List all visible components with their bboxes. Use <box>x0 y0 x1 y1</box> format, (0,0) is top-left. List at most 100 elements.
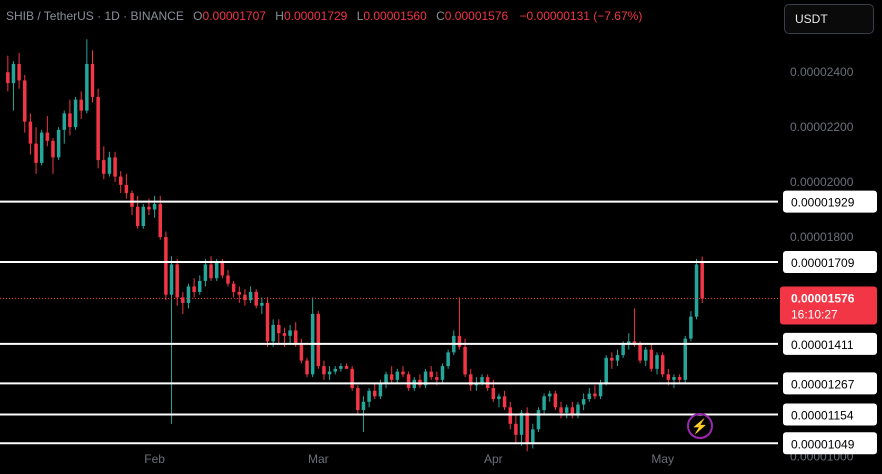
candle <box>350 366 354 391</box>
candle-body <box>192 286 196 292</box>
candle-body <box>96 96 100 161</box>
candle <box>672 374 676 389</box>
candle-body <box>254 291 258 306</box>
candle <box>570 401 575 419</box>
candle <box>68 99 72 136</box>
level-price-label: 0.00001267 <box>791 377 855 391</box>
candle-body <box>700 262 704 299</box>
candle-body <box>536 410 541 430</box>
candle-body <box>277 324 281 334</box>
candle-body <box>632 341 637 345</box>
candle <box>45 116 50 147</box>
candle-body <box>237 291 242 295</box>
candle-body <box>271 324 275 342</box>
candle <box>531 423 535 449</box>
high-label: H <box>275 9 284 23</box>
level-price-tag <box>783 332 877 355</box>
candle-body <box>649 349 654 369</box>
candle <box>553 390 558 411</box>
candle-body <box>68 113 72 128</box>
candle-body <box>23 80 27 122</box>
candle <box>689 311 693 342</box>
candle-body <box>288 330 292 336</box>
candle <box>62 110 67 144</box>
candle-body <box>497 396 501 400</box>
candle-body <box>333 368 337 372</box>
candle <box>542 393 546 416</box>
candle <box>28 113 33 155</box>
candle-body <box>56 129 61 158</box>
candle <box>277 319 281 345</box>
candle <box>502 390 507 411</box>
level-line[interactable]: 0.00001411 <box>0 332 877 355</box>
candle-body <box>384 374 388 383</box>
candle-body <box>559 407 563 413</box>
candle <box>508 401 512 430</box>
ohlc-header: SHIB / TetherUS · 1D · BINANCE O0.000017… <box>6 9 642 23</box>
candle-body <box>576 404 580 416</box>
level-price-label: 0.00001411 <box>791 338 854 352</box>
bar-countdown-label: 16:10:27 <box>791 308 838 322</box>
change-value: −0.00000131 (−7.67%) <box>519 9 643 23</box>
candle <box>152 195 157 218</box>
candle-body <box>683 338 687 380</box>
candle <box>39 129 44 166</box>
level-price-label: 0.00001929 <box>791 196 855 210</box>
level-line[interactable]: 0.00001929 <box>0 190 877 213</box>
currency-button[interactable]: USDT <box>784 4 874 34</box>
candle-body <box>593 393 597 397</box>
candle-body <box>344 366 349 369</box>
level-line[interactable]: 0.00001154 <box>0 403 877 426</box>
candle-body <box>350 368 354 389</box>
candle-body <box>598 382 603 397</box>
candle-body <box>214 261 219 279</box>
x-tick-label: Apr <box>484 452 503 466</box>
y-tick-label: 0.00001800 <box>790 230 854 244</box>
candle <box>107 151 112 177</box>
candle-body <box>457 335 462 347</box>
candle <box>677 374 682 383</box>
lightning-icon[interactable]: ⚡ <box>687 413 713 439</box>
candle-body <box>660 355 665 375</box>
candle-body <box>322 366 326 375</box>
candle <box>293 322 298 347</box>
candle-body <box>293 330 298 345</box>
candle <box>102 146 106 180</box>
level-line[interactable]: 0.00001709 <box>0 250 877 273</box>
candle-body <box>248 291 253 301</box>
symbol-title[interactable]: SHIB / TetherUS · 1D · BINANCE <box>6 9 184 23</box>
candle <box>164 231 168 301</box>
candle <box>389 366 394 383</box>
level-line[interactable]: 0.00001049 <box>0 432 877 455</box>
candle <box>468 368 473 391</box>
candle-body <box>581 399 586 405</box>
open-value: 0.00001707 <box>202 9 266 23</box>
candle-body <box>389 374 394 380</box>
candle-body <box>564 407 569 413</box>
candle-body <box>570 407 575 416</box>
candle-body <box>356 388 360 411</box>
candle <box>497 393 501 408</box>
level-line[interactable]: 0.00001267 <box>0 372 877 395</box>
candle <box>124 173 129 199</box>
candle <box>6 55 10 92</box>
candle <box>231 280 236 298</box>
current-price-marker: 0.00001576 16:10:27 <box>0 286 877 325</box>
candle <box>610 352 614 369</box>
candle <box>401 366 405 378</box>
candle-body <box>305 360 309 375</box>
candle <box>265 297 270 347</box>
candle-body <box>85 63 89 111</box>
candle-body <box>243 294 247 301</box>
candle <box>158 195 162 240</box>
candle-body <box>152 204 157 210</box>
candle <box>384 371 388 389</box>
candle-body <box>124 184 129 194</box>
candle <box>209 256 213 281</box>
low-label: L <box>356 9 364 23</box>
candle <box>660 352 665 378</box>
candle <box>130 190 134 216</box>
candle <box>655 352 659 375</box>
